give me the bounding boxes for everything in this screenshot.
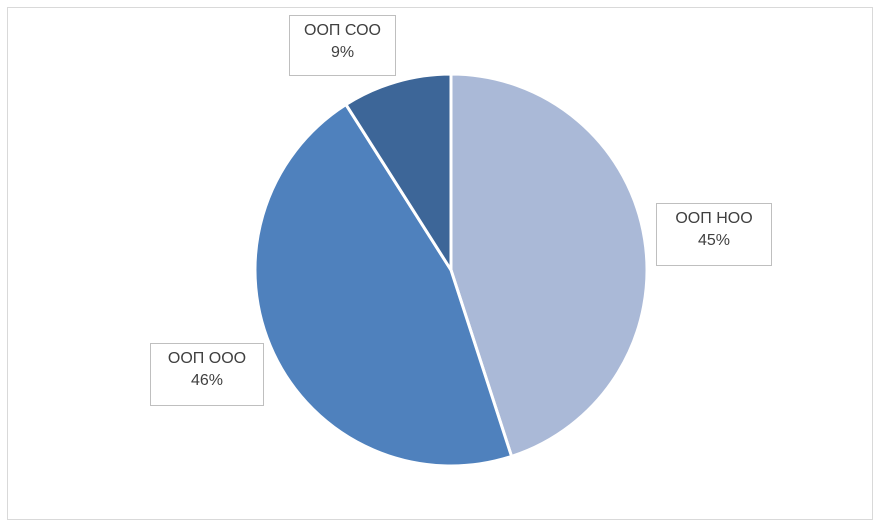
data-label-percent: 46% [190,372,224,389]
pie-slice-1 [449,72,649,458]
data-label-percent: 9% [330,44,355,61]
data-label-percent: 45% [697,232,731,249]
data-label-oop-soo: ООП СОО 9% [289,15,396,76]
data-label-name: ООП СОО [304,22,381,39]
data-label-oop-noo: ООП НОО 45% [656,203,772,266]
pie-slice-2 [253,103,514,468]
data-label-name: ООП НОО [675,210,753,227]
data-label-name: ООП ООО [167,350,247,367]
pie-slice-3 [344,72,453,272]
data-label-oop-ooo: ООП ООО 46% [150,343,264,406]
